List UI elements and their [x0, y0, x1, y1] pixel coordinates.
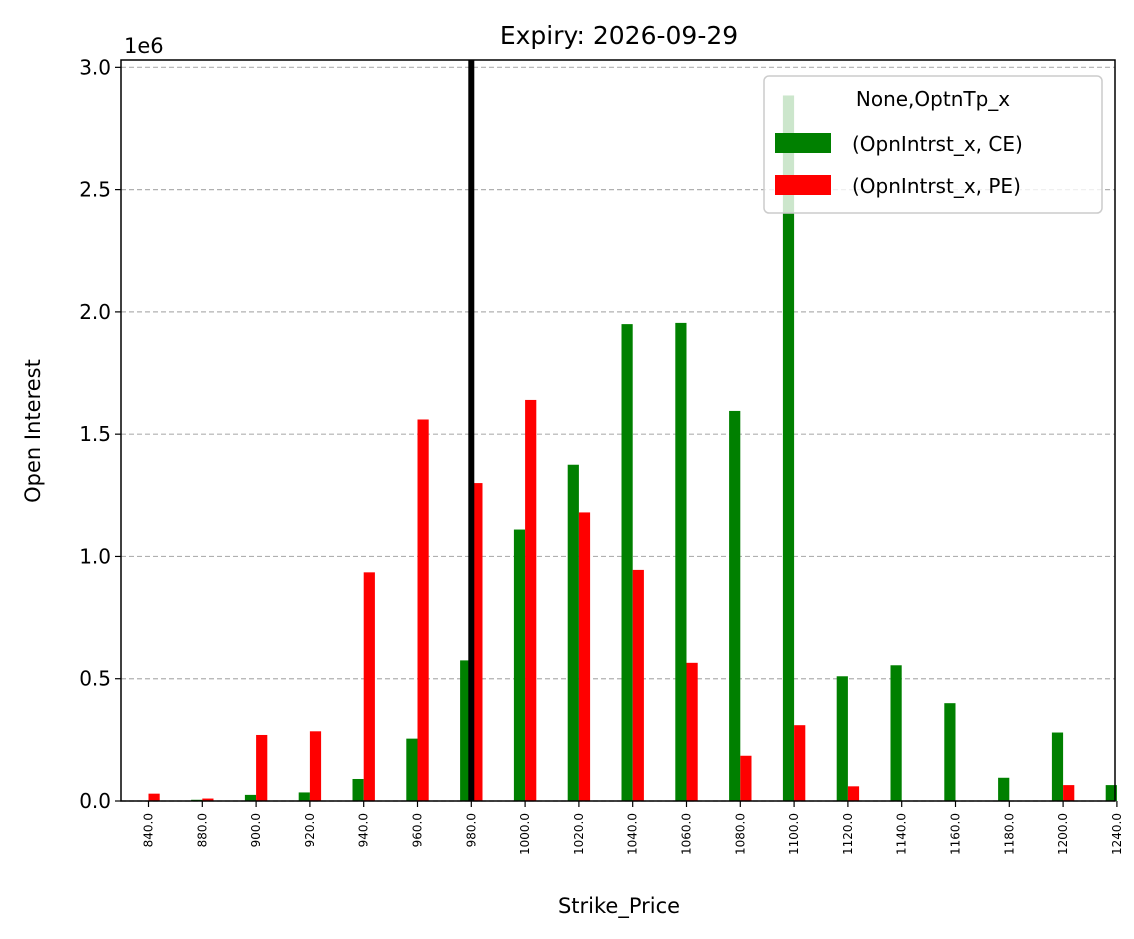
y-axis-label: Open Interest: [21, 359, 45, 503]
chart-title: Expiry: 2026-09-29: [500, 21, 738, 50]
bar-pe: [417, 419, 429, 801]
x-tick-label: 1200.0: [1056, 813, 1070, 855]
x-axis-ticks: 840.0 880.0 900.0 920.0 940.0 960.0 980.0 1000.…: [142, 801, 1124, 855]
y-tick-label: 1.5: [79, 422, 111, 446]
x-tick-label: 1100.0: [787, 813, 801, 855]
bar-ce: [944, 703, 956, 801]
bar-ce: [460, 660, 472, 801]
bar-ce: [513, 529, 526, 801]
x-tick-label: 1120.0: [841, 813, 855, 855]
bar-ce: [352, 778, 364, 801]
x-tick-label: 920.0: [303, 813, 317, 847]
bar-ce: [675, 322, 687, 801]
bar-pe: [1063, 785, 1075, 801]
legend-swatch-pe: [775, 175, 831, 195]
x-tick-label: 1020.0: [572, 813, 586, 855]
y-axis-ticks: 0.0 0.5 1.0 1.5 2.0 2.5 3.0: [79, 55, 121, 813]
y-multiplier-label: 1e6: [124, 34, 164, 58]
bar-pe: [632, 569, 644, 801]
bar-pe: [847, 786, 860, 801]
x-tick-label: 940.0: [357, 813, 371, 847]
legend-swatch-ce: [775, 133, 831, 153]
plot-frame: [120, 59, 1116, 802]
x-tick-label: 1240.0: [1110, 813, 1124, 855]
bar-ce: [621, 324, 633, 801]
x-tick-label: 1160.0: [949, 813, 963, 855]
bar-ce: [782, 95, 795, 802]
y-tick-label: 2.0: [79, 300, 111, 324]
y-tick-label: 3.0: [79, 55, 111, 79]
legend: None,OptnTp_x (OpnIntrst_x, CE) (OpnIntr…: [763, 75, 1103, 214]
x-tick-label: 960.0: [411, 813, 425, 847]
bar-ce: [567, 464, 579, 801]
x-tick-label: 840.0: [142, 813, 156, 847]
x-tick-label: 1140.0: [895, 813, 909, 855]
bar-ce: [1051, 732, 1064, 801]
bar-ce: [1105, 785, 1117, 801]
legend-label-pe: (OpnIntrst_x, PE): [852, 174, 1021, 198]
x-axis-label: Strike_Price: [558, 894, 680, 919]
bar-pe: [471, 483, 483, 801]
legend-title: None,OptnTp_x: [856, 87, 1010, 111]
bars: [148, 95, 1117, 802]
bar-ce: [890, 665, 902, 801]
x-tick-label: 1180.0: [1002, 813, 1016, 855]
bar-pe: [363, 572, 375, 801]
x-tick-label: 980.0: [464, 813, 478, 847]
legend-box: [763, 75, 1103, 214]
bar-pe: [202, 798, 214, 801]
bar-pe: [309, 731, 322, 801]
bar-ce: [244, 794, 257, 801]
x-tick-label: 1000.0: [518, 813, 532, 855]
bar-ce: [729, 410, 741, 801]
x-tick-label: 1060.0: [680, 813, 694, 855]
bar-ce: [836, 676, 848, 801]
y-tick-label: 0.0: [79, 789, 111, 813]
y-tick-label: 1.0: [79, 544, 111, 568]
y-tick-label: 2.5: [79, 178, 111, 202]
bar-pe: [686, 662, 698, 801]
bar-ce: [406, 738, 418, 801]
bar-pe: [256, 734, 268, 801]
bar-pe: [740, 755, 752, 801]
bar-pe: [525, 399, 537, 801]
bar-pe: [148, 793, 160, 801]
bar-pe: [578, 512, 591, 801]
x-tick-label: 1080.0: [733, 813, 747, 855]
bar-ce: [298, 792, 310, 801]
bar-pe: [794, 725, 806, 801]
bar-ce: [998, 777, 1010, 801]
x-tick-label: 1040.0: [626, 813, 640, 855]
legend-label-ce: (OpnIntrst_x, CE): [852, 132, 1023, 156]
y-tick-label: 0.5: [79, 667, 111, 691]
x-tick-label: 880.0: [195, 813, 209, 847]
x-tick-label: 900.0: [249, 813, 263, 847]
